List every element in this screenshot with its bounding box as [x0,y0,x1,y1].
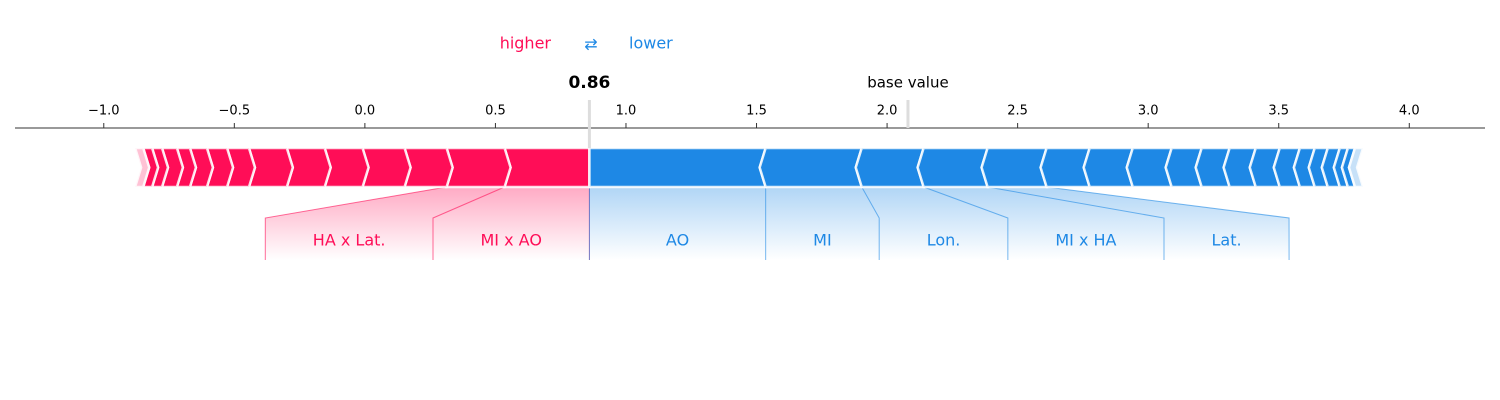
label-fill [765,187,880,260]
force-segment [588,146,768,189]
force-segment [916,146,990,189]
feature-label: MI x AO [481,231,542,250]
x-tick-label: −0.5 [219,104,251,119]
label-fill [589,187,766,260]
x-tick-label: 1.5 [746,104,767,119]
feature-label: HA x Lat. [313,231,386,250]
x-tick-label: 1.0 [616,104,637,119]
force-segment [758,146,864,189]
x-tick-label: 3.5 [1268,104,1289,119]
label-fill [265,187,505,260]
force-segment [1347,146,1365,189]
x-tick-label: 2.5 [1007,104,1028,119]
force-segment [444,146,512,189]
feature-label: MI [813,231,832,250]
label-fill [861,187,1008,260]
label-fill [433,187,590,260]
force-segment [854,146,926,189]
base-label: base value [867,74,949,92]
bars [133,146,1365,189]
x-tick-label: −1.0 [88,104,120,119]
labels: MI x AO HA x Lat. AO MI Lon. MI x HA Lat. [313,231,1242,250]
output-value: 0.86 [568,73,610,93]
x-tick-label: 0.5 [485,104,506,119]
legend-lower: lower [629,34,673,53]
force-segment [133,146,151,189]
legend-higher: higher [500,34,552,53]
force-segment [980,146,1049,189]
feature-label: MI x HA [1055,231,1116,250]
feature-label: Lat. [1211,231,1241,250]
x-tick-label: 2.0 [877,104,898,119]
label-fills [264,186,1290,260]
label-connector [264,186,447,260]
force-segment [1082,146,1135,189]
legend-arrow: ⇄ [584,35,597,54]
feature-label: Lon. [927,231,961,250]
x-tick-label: 4.0 [1399,104,1420,119]
x-tick-label: 0.0 [355,104,376,119]
feature-label: AO [666,231,689,250]
label-fill [987,187,1290,260]
force-segment [1039,146,1092,189]
x-tick-label: 3.0 [1138,104,1159,119]
force-segment [502,146,591,189]
label-fill [923,187,1164,260]
label-connector [1046,186,1290,260]
